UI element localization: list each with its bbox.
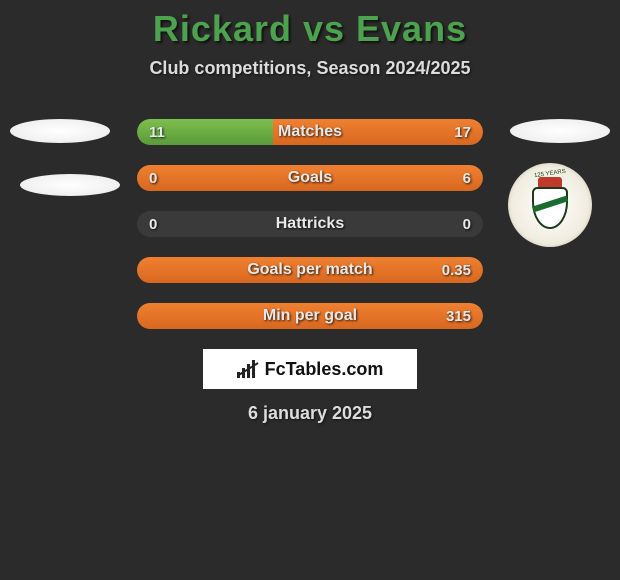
- stat-value-left: 11: [149, 119, 165, 145]
- comparison-card: Rickard vs Evans Club competitions, Seas…: [0, 0, 620, 424]
- page-title: Rickard vs Evans: [0, 8, 620, 50]
- stat-bar: 1117Matches: [137, 119, 483, 145]
- stat-bar: 315Min per goal: [137, 303, 483, 329]
- stat-row: 06Goals: [10, 165, 610, 191]
- stat-value-right: 0: [463, 211, 471, 237]
- stat-bar: 0 0Hattricks: [137, 211, 483, 237]
- subtitle: Club competitions, Season 2024/2025: [0, 58, 620, 79]
- stat-row: 0.35Goals per match: [10, 257, 610, 283]
- stat-row: 0 0Hattricks: [10, 211, 610, 237]
- bar-right-fill: [137, 257, 483, 283]
- date-label: 6 january 2025: [0, 403, 620, 424]
- stat-bar: 06Goals: [137, 165, 483, 191]
- bar-right-fill: [273, 119, 483, 145]
- stat-value-left: 0: [149, 165, 157, 191]
- brand-text: FcTables.com: [265, 359, 384, 380]
- brand-badge: FcTables.com: [203, 349, 417, 389]
- stat-row: 1117Matches: [10, 119, 610, 145]
- stat-label: Hattricks: [137, 211, 483, 237]
- stat-bar: 0.35Goals per match: [137, 257, 483, 283]
- bar-right-fill: [137, 165, 483, 191]
- stat-value-right: 315: [446, 303, 471, 329]
- bar-chart-icon: [237, 360, 259, 378]
- stats-area: 125 YEARS 1117Matches06Goals00Hattricks0…: [0, 119, 620, 329]
- stat-rows: 1117Matches06Goals00Hattricks0.35Goals p…: [10, 119, 610, 329]
- stat-value-left: 0: [149, 211, 157, 237]
- bar-right-fill: [137, 303, 483, 329]
- stat-value-right: 6: [463, 165, 471, 191]
- stat-row: 315Min per goal: [10, 303, 610, 329]
- stat-value-right: 0.35: [442, 257, 471, 283]
- stat-value-right: 17: [454, 119, 471, 145]
